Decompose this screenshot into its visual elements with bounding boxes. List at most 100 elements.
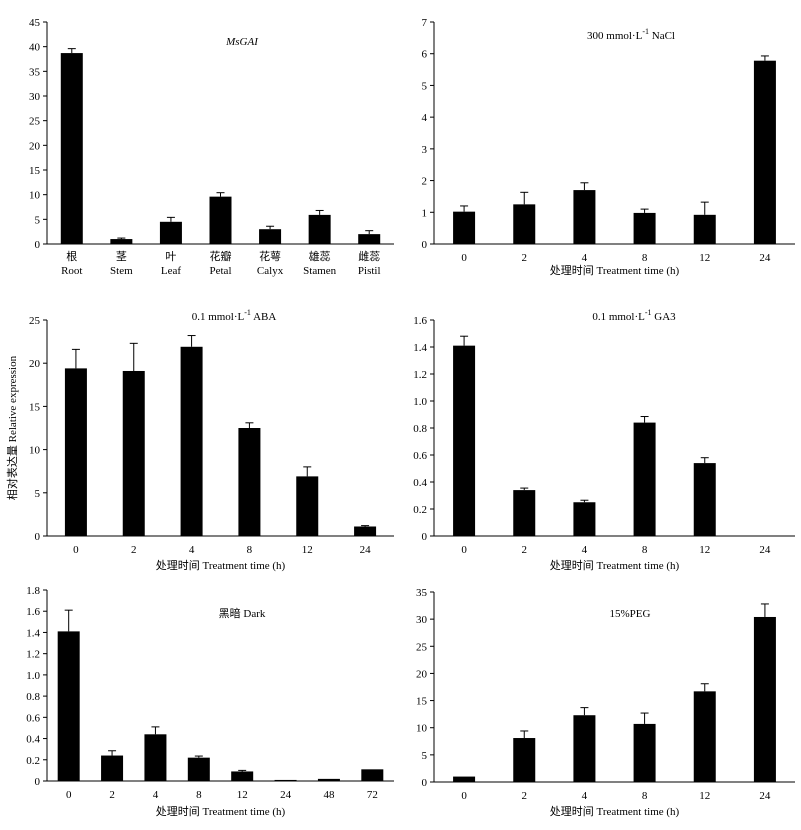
global-y-axis-label: 相对表达量 Relative expression xyxy=(5,355,19,500)
bar xyxy=(354,526,377,536)
y-tick-label: 1.8 xyxy=(26,585,40,597)
bar xyxy=(187,757,210,781)
y-tick-label: 10 xyxy=(29,445,41,457)
panel-title: 0.1 mmol·L-1 GA3 xyxy=(592,308,676,323)
y-tick-label: 0 xyxy=(422,531,428,543)
bar xyxy=(317,778,340,781)
x-tick-label: 12 xyxy=(699,790,710,802)
bar xyxy=(209,196,232,244)
x-axis-label: 处理时间 Treatment time (h) xyxy=(550,805,680,818)
y-tick-label: 20 xyxy=(29,358,41,370)
x-tick-label: 24 xyxy=(759,544,771,556)
x-tick-label: Leaf xyxy=(161,265,181,277)
bar xyxy=(358,234,381,244)
x-tick-label: 0 xyxy=(66,789,72,801)
bar xyxy=(64,368,87,536)
y-tick-label: 5 xyxy=(422,750,428,762)
x-tick-label: 0 xyxy=(461,252,467,264)
bar xyxy=(308,214,331,244)
x-axis-label: 处理时间 Treatment time (h) xyxy=(550,559,680,572)
y-tick-label: 30 xyxy=(416,614,428,626)
x-tick-label: 2 xyxy=(131,544,137,556)
y-tick-label: 40 xyxy=(29,42,41,54)
y-tick-label: 0 xyxy=(35,776,41,788)
x-tick-label: 4 xyxy=(582,544,588,556)
x-tick-label: 24 xyxy=(280,789,292,801)
y-tick-label: 10 xyxy=(416,723,428,735)
y-tick-label: 0 xyxy=(422,239,428,251)
y-tick-label: 0.2 xyxy=(26,755,40,767)
y-tick-label: 1 xyxy=(422,207,428,219)
x-tick-label: Stamen xyxy=(303,265,336,277)
x-axis-label: 处理时间 Treatment time (h) xyxy=(550,264,680,277)
x-tick-label: Petal xyxy=(210,265,232,277)
y-tick-label: 35 xyxy=(416,587,428,599)
x-tick-label: 8 xyxy=(642,252,648,264)
bar xyxy=(453,345,476,536)
bar xyxy=(573,715,596,782)
x-axis-label: 处理时间 Treatment time (h) xyxy=(156,805,286,818)
bar xyxy=(453,211,476,244)
y-tick-label: 15 xyxy=(416,696,428,708)
y-tick-label: 0.6 xyxy=(413,450,427,462)
y-tick-label: 10 xyxy=(29,190,41,202)
x-tick-label: 12 xyxy=(699,252,710,264)
panel-4: 00.20.40.60.81.01.21.41.60 2 4 8 12 240.1 mmo… xyxy=(413,308,795,572)
y-tick-label: 1.2 xyxy=(413,369,427,381)
bar xyxy=(573,502,596,536)
x-tick-label: 2 xyxy=(522,252,528,264)
y-tick-label: 25 xyxy=(29,315,41,327)
y-tick-label: 3 xyxy=(422,144,428,156)
x-tick-label-cn: 雌蕊 xyxy=(358,249,380,263)
y-tick-label: 1.2 xyxy=(26,649,40,661)
y-tick-label: 15 xyxy=(29,401,41,413)
x-axis-label: 处理时间 Treatment time (h) xyxy=(156,559,286,572)
x-tick-label: 4 xyxy=(582,252,588,264)
x-tick-label: 0 xyxy=(73,544,79,556)
x-tick-label-cn: 花瓣 xyxy=(210,249,232,263)
bar xyxy=(453,776,476,782)
x-tick-label: Stem xyxy=(110,265,133,277)
x-tick-label: 4 xyxy=(153,789,159,801)
y-tick-label: 0 xyxy=(35,531,41,543)
y-tick-label: 25 xyxy=(416,641,428,653)
bar xyxy=(296,476,319,536)
bar xyxy=(693,463,716,536)
x-tick-label: Pistil xyxy=(358,265,381,277)
bar xyxy=(633,422,656,536)
panel-title: 黑暗 Dark xyxy=(219,606,266,620)
x-tick-label: 72 xyxy=(367,789,378,801)
y-tick-label: 0 xyxy=(422,777,428,789)
y-tick-label: 25 xyxy=(29,116,41,128)
y-tick-label: 0.4 xyxy=(26,734,40,746)
y-tick-label: 15 xyxy=(29,165,41,177)
y-tick-label: 0.2 xyxy=(413,504,427,516)
bar xyxy=(693,214,716,244)
y-tick-label: 1.4 xyxy=(26,627,40,639)
x-tick-label: 12 xyxy=(699,544,710,556)
y-tick-label: 6 xyxy=(422,49,428,61)
x-tick-label: 12 xyxy=(237,789,248,801)
x-tick-label: 8 xyxy=(642,544,648,556)
x-tick-label: 2 xyxy=(522,790,528,802)
x-tick-label: 0 xyxy=(461,790,467,802)
bar xyxy=(57,631,80,781)
y-tick-label: 0.8 xyxy=(26,691,40,703)
bar xyxy=(259,229,282,244)
y-tick-label: 2 xyxy=(422,176,428,188)
x-tick-label: 0 xyxy=(461,544,467,556)
bar xyxy=(159,221,182,244)
y-tick-label: 0 xyxy=(35,239,41,251)
y-tick-label: 30 xyxy=(29,91,41,103)
bar xyxy=(274,779,297,781)
x-tick-label-cn: 花萼 xyxy=(259,250,281,263)
y-tick-label: 0.8 xyxy=(413,423,427,435)
y-tick-label: 20 xyxy=(29,140,41,152)
y-tick-label: 1.0 xyxy=(26,670,40,682)
bar xyxy=(238,428,261,536)
bar xyxy=(101,755,124,781)
bar xyxy=(693,691,716,782)
